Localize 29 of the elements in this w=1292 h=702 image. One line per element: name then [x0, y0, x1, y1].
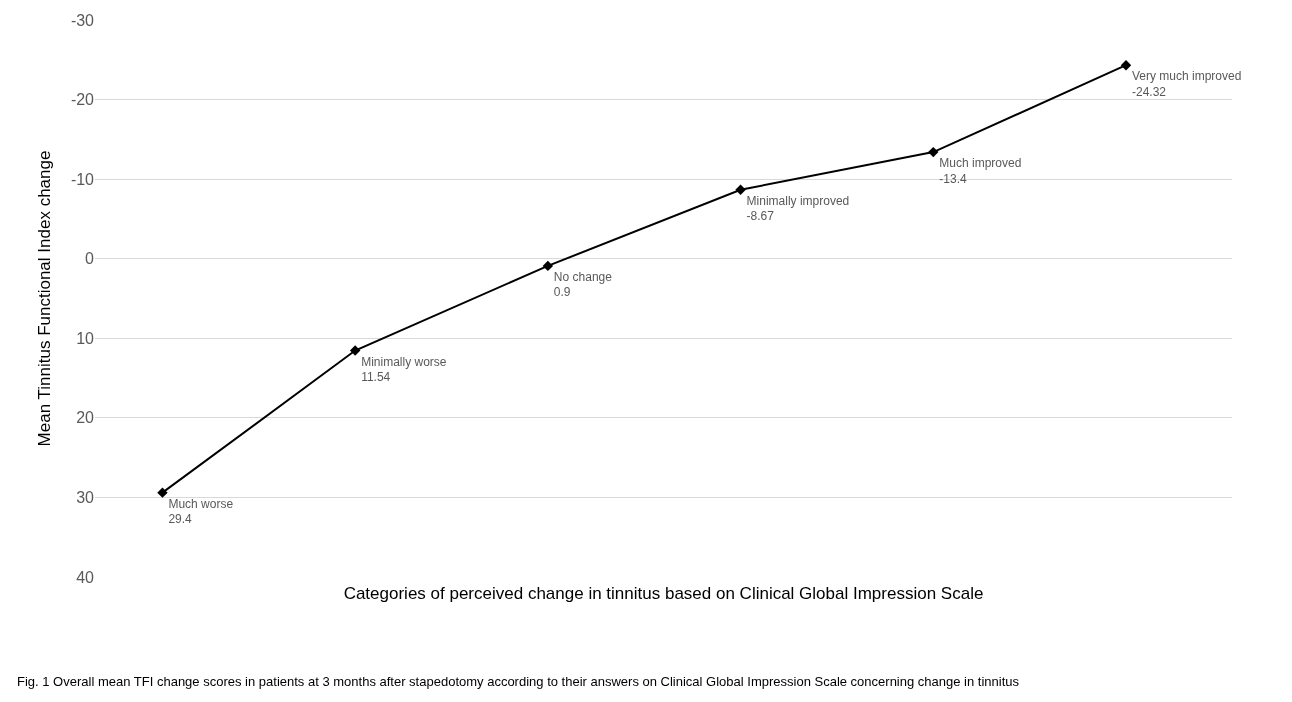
x-tick-label: Much worse	[168, 496, 234, 511]
x-tick-label: Much improved	[939, 156, 1022, 171]
y-tick-label: 0	[85, 250, 95, 268]
x-tick-label: Minimally worse	[361, 354, 447, 369]
point	[349, 345, 361, 356]
y-tick-label: 30	[76, 489, 95, 507]
y-axis-title: Mean Tinnitus Functional Index change	[35, 150, 55, 447]
y-tick-label: 10	[76, 329, 95, 347]
y-tick-label: -20	[70, 91, 95, 109]
y-tick-label: 40	[76, 568, 95, 586]
data-label: 0.9	[553, 285, 571, 300]
point	[928, 146, 939, 158]
point	[542, 260, 554, 272]
data-label: -8.67	[746, 209, 775, 224]
x-axis-title: Categories of perceived change in tinnitus based on Clinical Global Impression Scale	[343, 584, 984, 604]
caption: Fig. 1 Overall mean TFI change scores in patients at 3 months after stapedotomy according to their answers on Clinical Global Impression Scale concerning change in tinnitus	[17, 674, 1020, 689]
data-label: 11.54	[361, 370, 391, 385]
y-tick-label: -10	[70, 170, 95, 188]
point	[1120, 60, 1132, 71]
x-tick-label: No change	[553, 269, 613, 284]
point	[735, 184, 746, 195]
point	[157, 487, 168, 498]
x-tick-label: Very much improved	[1132, 69, 1242, 84]
x-tick-label: Minimally improved	[746, 193, 850, 208]
data-label: -13.4	[939, 171, 967, 186]
data-label: -24.32	[1132, 84, 1167, 99]
y-tick-label: 20	[76, 409, 95, 427]
data-label: 29.4	[168, 512, 193, 527]
y-tick-label: -30	[70, 11, 95, 29]
